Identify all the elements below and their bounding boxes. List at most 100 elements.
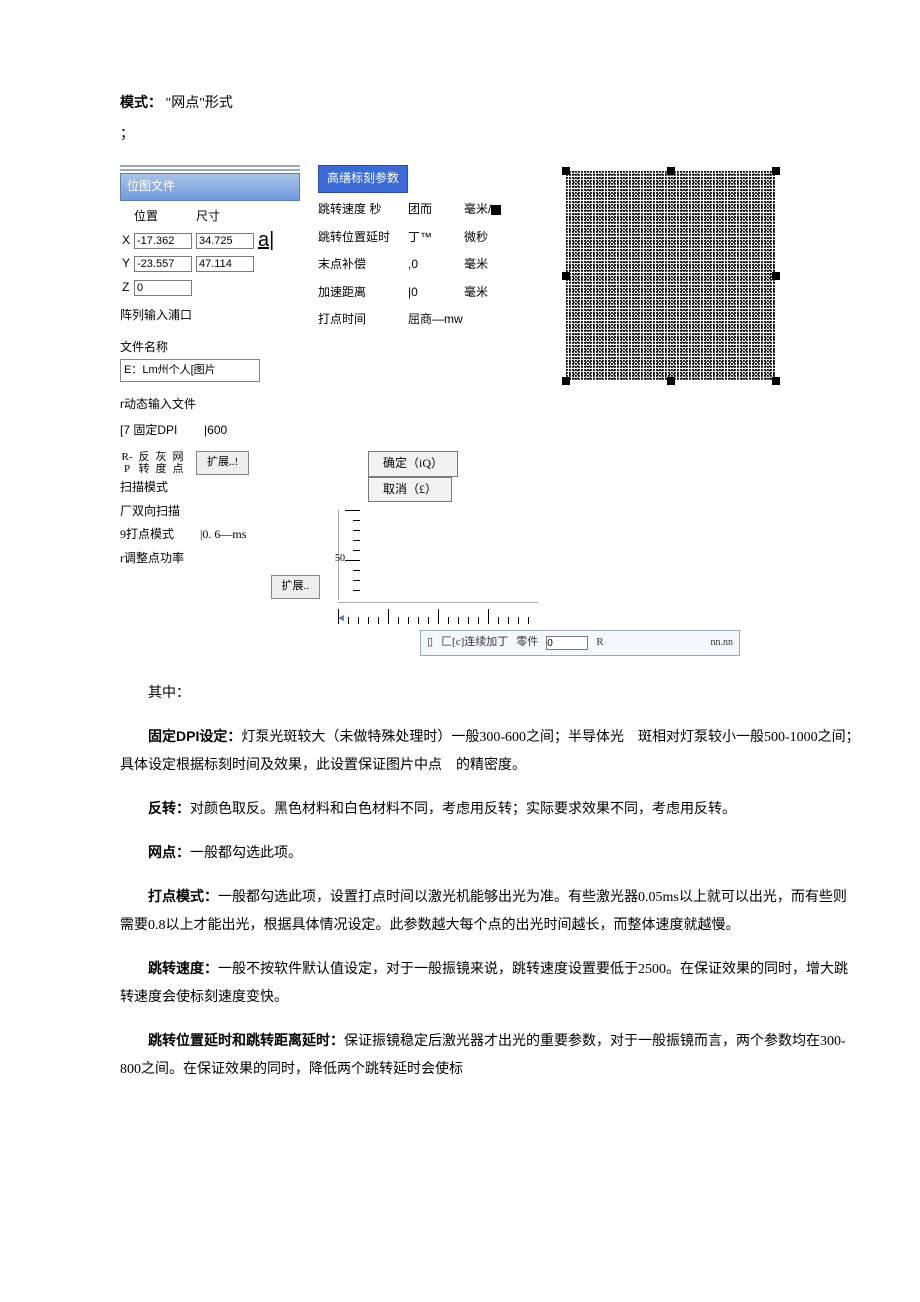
row-y: Y [120, 252, 132, 276]
gray-label[interactable]: 灰度 [154, 451, 168, 475]
array-input-label: 阵列输入浦口 [120, 305, 300, 327]
term-jumpdelay: 跳转位置延时和跳转距离延时： [148, 1032, 344, 1048]
ok-button[interactable]: 确定（iQ） [368, 451, 458, 477]
dpi-value[interactable]: |600 [204, 423, 227, 437]
plabel-dot-time: 打点时间 [318, 309, 408, 331]
semicolon: ； [120, 122, 860, 147]
body-jumpspeed: 一般不按软件默认值设定，对于一般振镜来说，跳转速度设置要低于2500。在保证效果… [120, 962, 848, 1005]
part-count-input[interactable] [546, 636, 588, 650]
handle-bm[interactable] [667, 377, 675, 385]
punit-accel: 毫米 [464, 282, 488, 304]
extend-button-1[interactable]: 扩展..! [196, 451, 249, 475]
ruler-v-50: 50 [335, 550, 345, 568]
x-pos-input[interactable] [134, 233, 192, 249]
lock-symbol[interactable]: a| [258, 229, 274, 251]
plabel-jump-speed: 跳转速度 秒 [318, 199, 408, 221]
dotmode-row[interactable]: 9打点模式 |0. 6—ms [120, 524, 320, 546]
rulers: 50 [338, 510, 538, 600]
status-strip: ▯ 匚[c]连续加丁 零件 R nn.nn [420, 630, 740, 656]
term-dotmode: 打点模式： [148, 888, 218, 904]
z-pos-input[interactable] [134, 280, 192, 296]
status-tail: nn.nn [711, 634, 734, 652]
pval-jump-speed[interactable]: 团而 [408, 199, 458, 221]
position-size-table: 位置 尺寸 a| X Y Z [120, 205, 276, 299]
pval-end-comp[interactable]: ,0 [408, 254, 458, 276]
handle-ml[interactable] [562, 272, 570, 280]
param-accel-dist: 加速距离 |0 毫米 [318, 282, 548, 304]
filename-field[interactable]: E：Lm州个人[图片 [120, 359, 260, 383]
dialog-buttons: 确定（iQ） 取消（£） [368, 451, 538, 502]
pval-jump-pos[interactable]: 丁™ [408, 227, 458, 249]
body-dotmode: 一般都勾选此项，设置打点时间以激光机能够出光为准。有些激光器0.05ms以上就可… [120, 890, 847, 933]
param-jump-speed: 跳转速度 秒 团而 毫米/ [318, 199, 548, 221]
cancel-button[interactable]: 取消（£） [368, 477, 452, 503]
scanmode-label: 扫描模式 [120, 477, 320, 499]
lower-options: R- P 反转 灰度 网点 扩展..! 扫描模式 厂双向扫描 9打点模式 |0.… [120, 451, 860, 624]
param-jump-pos-delay: 跳转位置延时 丁™ 微秒 [318, 227, 548, 249]
term-reverse: 反转： [148, 800, 190, 816]
checkbox-cont[interactable]: ▯ [427, 633, 433, 653]
para-dpi: 固定DPI设定：灯泵光斑较大（未做特殊处理时）一般300-600之间；半导体光 … [120, 722, 860, 780]
para-dot: 网点：一般都勾选此项。 [120, 838, 860, 868]
mode-value: "网点"形式 [166, 96, 233, 111]
term-jumpspeed: 跳转速度： [148, 960, 218, 976]
vtext-row: R- P 反转 灰度 网点 扩展..! [120, 451, 320, 475]
pval-dot-time[interactable]: 屈商—mw [408, 309, 498, 331]
plabel-jump-pos: 跳转位置延时 [318, 227, 408, 249]
filename-label: 文件名称 [120, 337, 300, 359]
bidir-scan[interactable]: 厂双向扫描 [120, 501, 320, 523]
horizontal-ruler[interactable] [338, 602, 538, 624]
cont-process-label[interactable]: 匚[c]连续加丁 [441, 633, 508, 653]
body-dot: 一般都勾选此项。 [190, 846, 302, 861]
row-z: Z [120, 276, 132, 300]
punit-jump-pos: 微秒 [464, 227, 488, 249]
handle-mr[interactable] [772, 272, 780, 280]
col-size: 尺寸 [194, 205, 256, 229]
rp-label: R- P [120, 451, 134, 475]
handle-br[interactable] [772, 377, 780, 385]
vertical-ruler[interactable]: 50 [338, 510, 360, 600]
divider-top [120, 165, 300, 171]
bitmap-file-title: 位图文件 [120, 173, 300, 201]
term-dpi: 固定DPI设定： [148, 728, 241, 744]
scan-sublist: 扫描模式 厂双向扫描 9打点模式 |0. 6—ms r调整点功率 扩展.. [120, 477, 320, 599]
handle-tm[interactable] [667, 167, 675, 175]
reverse-label[interactable]: 反转 [137, 451, 151, 475]
extend-button-2[interactable]: 扩展.. [271, 575, 321, 599]
preview-panel [566, 165, 786, 441]
body-reverse: 对颜色取反。黑色材料和白色材料不同，考虑用反转；实际要求效果不同，考虑用反转。 [190, 802, 736, 817]
pval-accel[interactable]: |0 [408, 282, 458, 304]
left-panel: 位图文件 位置 尺寸 a| X Y Z [120, 165, 300, 441]
row-x: X [120, 229, 132, 253]
ruler-column: 确定（iQ） 取消（£） 50 [338, 451, 538, 624]
handle-bl[interactable] [562, 377, 570, 385]
para-jumpdelay: 跳转位置延时和跳转距离延时：保证振镜稳定后激光器才出光的重要参数，对于一般振镜而… [120, 1026, 860, 1084]
adjust-power[interactable]: r调整点功率 [120, 548, 320, 570]
plabel-accel: 加速距离 [318, 282, 408, 304]
para-dotmode: 打点模式：一般都勾选此项，设置打点时间以激光机能够出光为准。有些激光器0.05m… [120, 882, 860, 940]
y-pos-input[interactable] [134, 256, 192, 272]
adv-param-title: 高缮标刻参数 [318, 165, 408, 193]
where-label: 其中： [120, 680, 860, 708]
term-dot: 网点： [148, 844, 190, 860]
param-end-comp: 末点补偿 ,0 毫米 [318, 254, 548, 276]
punit-jump-speed: 毫米/ [464, 199, 501, 221]
r-label[interactable]: R [596, 633, 603, 653]
x-size-input[interactable] [196, 233, 254, 249]
mode-line: 模式： "网点"形式 [120, 90, 860, 116]
dotmode-value[interactable]: |0. 6—ms [200, 527, 246, 541]
col-pos: 位置 [132, 205, 194, 229]
dot-label[interactable]: 网点 [171, 451, 185, 475]
y-size-input[interactable] [196, 256, 254, 272]
para-reverse: 反转：对颜色取反。黑色材料和白色材料不同，考虑用反转；实际要求效果不同，考虑用反… [120, 794, 860, 824]
param-dot-time: 打点时间 屈商—mw [318, 309, 548, 331]
fixed-dpi-label: [7 固定DPI [120, 423, 177, 437]
fixed-dpi-row: [7 固定DPI |600 [120, 420, 300, 442]
handle-tr[interactable] [772, 167, 780, 175]
mode-label: 模式： [120, 94, 162, 110]
dotmode-label: 9打点模式 [120, 527, 174, 541]
dynamic-input-label: r动态输入文件 [120, 394, 300, 416]
para-jumpspeed: 跳转速度：一般不按软件默认值设定，对于一般振镜来说，跳转速度设置要低于2500。… [120, 954, 860, 1012]
preview-image[interactable] [566, 171, 776, 381]
handle-tl[interactable] [562, 167, 570, 175]
